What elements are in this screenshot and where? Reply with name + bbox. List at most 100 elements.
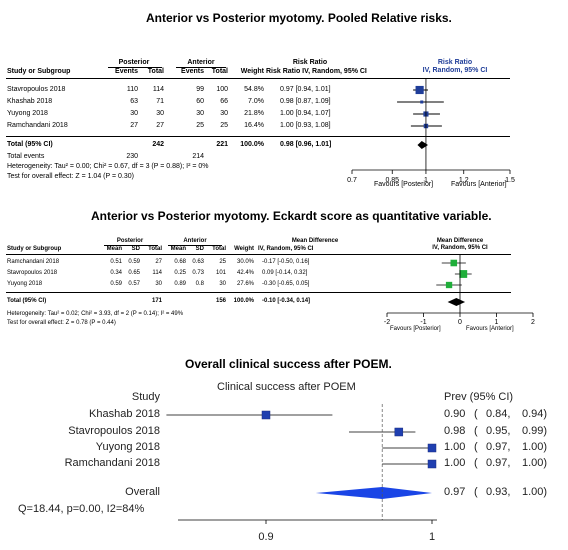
c2-col-total1: Total: [148, 246, 162, 252]
c1-cell-total1: 30: [156, 110, 164, 117]
c2-col-study: Study or Subgroup: [7, 246, 62, 252]
c2-total-diamond: [447, 298, 466, 306]
c2-total-ci: -0.10 [-0.34, 0.14]: [262, 298, 311, 304]
c1-tick-label: 1: [424, 177, 428, 184]
c1-est-box: [415, 85, 424, 95]
c1-cell-total2: 30: [220, 110, 228, 117]
c2-tick-label: 1: [495, 319, 499, 326]
c3-study-name: Yuyong 2018: [95, 441, 160, 453]
c1-col-total1: Total: [147, 68, 164, 75]
c3-study-name: Ramchandani 2018: [64, 457, 160, 469]
c2-total-name: Total (95% CI): [7, 298, 47, 304]
c2-col-mean2: Mean: [170, 246, 186, 252]
c1-cell-total2: 25: [220, 122, 228, 129]
c1-cell-total1: 114: [152, 86, 164, 93]
chart2-forest-plot: -2 -1 0 1 2: [384, 254, 535, 326]
c1-plot-head-2: IV, Random, 95% CI: [422, 67, 488, 74]
c2-col-ci: IV, Random, 95% CI: [258, 246, 314, 252]
c2-study-name: Ramchandani 2018: [7, 259, 60, 265]
c3-col-est: Prev (95% CI): [444, 391, 514, 403]
c2-cell-sd1: 0.57: [128, 281, 140, 287]
c2-cell-sd1: 0.59: [128, 259, 140, 265]
c1-favours-left: Favours [Posterior]: [374, 181, 434, 188]
c1-cell-events2: 60: [196, 98, 204, 105]
c2-col-total2: Total: [212, 246, 226, 252]
c3-hi: 1.00): [522, 457, 548, 469]
c2-cell-weight: 42.4%: [236, 270, 254, 276]
c1-cell-events1: 30: [130, 110, 138, 117]
c2-cell-mean2: 0.89: [174, 281, 186, 287]
c3-stats: Q=18.44, p=0.00, I2=84%: [18, 503, 145, 515]
c1-tick-label: 1.5: [505, 177, 515, 184]
c3-paren-open: (: [474, 408, 478, 420]
c2-tick-label: -2: [384, 319, 390, 326]
c1-tick-label: 1.2: [459, 177, 469, 184]
c3-overall-name: Overall: [125, 486, 160, 498]
c2-col-sd1: SD: [131, 246, 140, 252]
c1-cell-events1: 110: [126, 86, 138, 93]
c1-total-ci: 0.98 [0.96, 1.01]: [280, 141, 332, 148]
c3-hi: 0.99): [522, 425, 548, 437]
c1-study-name: Yuyong 2018: [7, 110, 48, 117]
c3-est-box: [394, 427, 404, 437]
chart2-title: Anterior vs Posterior myotomy. Eckardt s…: [91, 209, 492, 223]
c1-total-events-e1: 230: [126, 153, 138, 160]
c1-cell-weight: 54.8%: [244, 86, 264, 93]
c1-heterogeneity: Heterogeneity: Tau² = 0.00; Chi² = 0.67,…: [7, 163, 209, 170]
c1-study-name: Ramchandani 2018: [7, 122, 68, 129]
c2-total-n2: 156: [215, 298, 226, 304]
c1-cell-events1: 63: [130, 98, 138, 105]
c1-cell-ci: 0.97 [0.94, 1.01]: [280, 86, 331, 93]
c3-est: 1.00: [444, 457, 466, 469]
c2-cell-ci: -0.17 [-0.50, 0.16]: [262, 259, 310, 265]
c3-hi: 0.94): [522, 408, 548, 420]
chart1-forest-plot: 0.7 0.85 1 1.2 1.5: [347, 78, 515, 184]
c3-est: 1.00: [444, 441, 466, 453]
c1-cell-total1: 27: [156, 122, 164, 129]
c2-cell-ci: 0.09 [-0.14, 0.32]: [262, 270, 308, 276]
c2-cell-weight: 27.6%: [236, 281, 254, 287]
c2-est-box: [450, 259, 458, 267]
c2-total-weight: 100.0%: [233, 298, 254, 304]
c2-group-anterior: Anterior: [183, 238, 207, 244]
c1-cell-ci: 0.98 [0.87, 1.09]: [280, 98, 331, 105]
c3-est: 0.90: [444, 408, 466, 420]
c2-cell-total2: 101: [215, 270, 226, 276]
c2-study-name: Stavropoulos 2018: [7, 270, 58, 276]
c1-col-events1: Events: [115, 68, 138, 75]
c3-overall-diamond: [315, 487, 432, 499]
c1-cell-events2: 99: [196, 86, 204, 93]
c3-lo: 0.97,: [486, 457, 511, 469]
c1-col-ci: Risk Ratio IV, Random, 95% CI: [266, 68, 367, 75]
c1-plot-head-1: Risk Ratio: [437, 59, 473, 66]
c2-cell-sd2: 0.63: [192, 259, 204, 265]
c2-tick-label: -1: [420, 319, 426, 326]
c3-paren-open: (: [474, 457, 478, 469]
c3-lo: 0.97,: [486, 441, 511, 453]
c3-overall-lo: 0.93,: [486, 486, 511, 498]
c2-study-name: Yuyong 2018: [7, 281, 43, 287]
c3-study-name: Stavropoulos 2018: [68, 425, 160, 437]
c2-cell-total2: 25: [219, 259, 226, 265]
c1-favours-right: Favours [Anterior]: [451, 181, 507, 188]
c1-cell-total2: 100: [216, 86, 228, 93]
c1-group-posterior: Posterior: [118, 59, 150, 66]
c2-cell-mean1: 0.34: [110, 270, 122, 276]
c2-total-n1: 171: [151, 298, 162, 304]
c3-col-study: Study: [131, 391, 160, 403]
c2-cell-total1: 30: [155, 281, 162, 287]
c3-est-box: [427, 459, 437, 469]
c2-plot-head-2: IV, Random, 95% CI: [432, 245, 488, 251]
c1-total-t2: 221: [216, 141, 228, 148]
c1-total-t1: 242: [152, 141, 164, 148]
c1-col-total2: Total: [211, 68, 228, 75]
c1-overall-effect: Test for overall effect: Z = 1.04 (P = 0…: [7, 173, 134, 180]
c2-cell-total2: 30: [219, 281, 226, 287]
c3-lo: 0.95,: [486, 425, 511, 437]
c2-cell-total1: 114: [152, 270, 162, 276]
c3-inner-title: Clinical success after POEM: [217, 381, 356, 393]
c2-overall-effect: Test for overall effect: Z = 0.78 (P = 0…: [7, 320, 116, 326]
c3-overall-hi: 1.00): [522, 486, 548, 498]
c2-cell-sd2: 0.73: [192, 270, 204, 276]
